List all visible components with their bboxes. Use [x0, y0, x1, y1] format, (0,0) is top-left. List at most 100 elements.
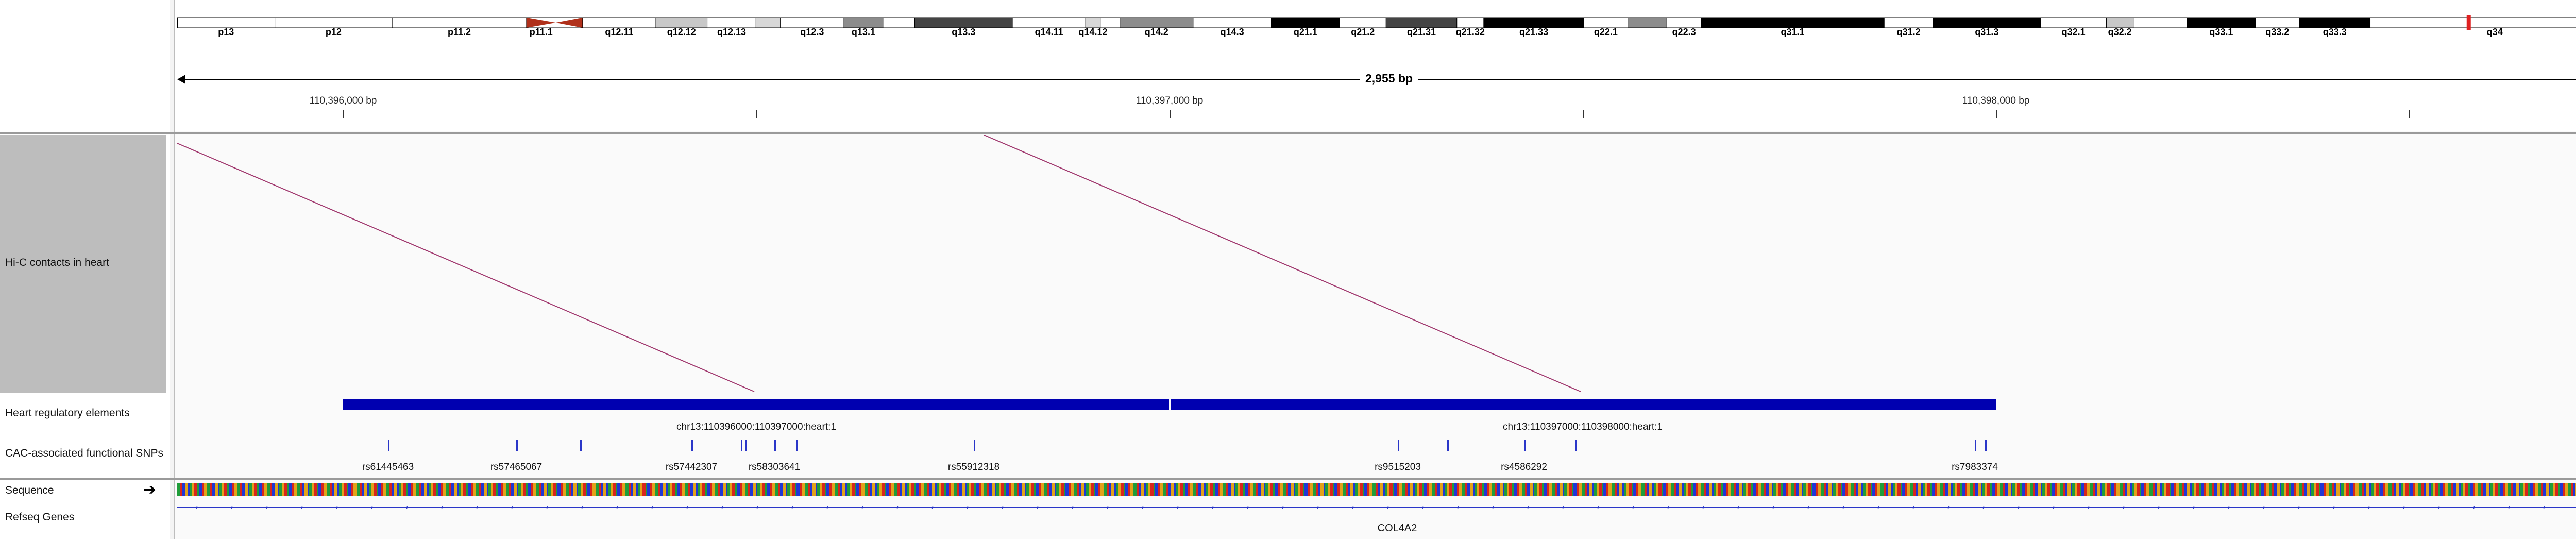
ideogram-band-p11.1[interactable]: [526, 18, 556, 28]
chevron-right-icon: ›: [1317, 502, 1319, 511]
ideogram-band-q12.11[interactable]: [582, 17, 656, 28]
chevron-right-icon: ›: [1457, 502, 1460, 511]
ideogram-band-q14.11[interactable]: [1012, 17, 1086, 28]
chevron-right-icon: ›: [2123, 502, 2125, 511]
chevron-right-icon: ›: [896, 502, 899, 511]
chevron-right-icon: ›: [1002, 502, 1004, 511]
ideogram-band-q31.1[interactable]: [1701, 17, 1885, 28]
current-region-marker[interactable]: [2466, 15, 2471, 30]
ideogram-band-q14.13[interactable]: [1100, 17, 1121, 28]
ideogram-band-q31.3[interactable]: [1933, 17, 2041, 28]
snp-marker[interactable]: [745, 440, 747, 451]
ideogram-band-q14.3[interactable]: [1193, 17, 1272, 28]
ideogram-band-q12.12[interactable]: [655, 17, 708, 28]
ideogram-band-label: q32.2: [2108, 27, 2132, 37]
ruler-label-2: 110,397,000 bp: [1136, 95, 1204, 106]
ideogram-band-q22.3[interactable]: [1666, 17, 1702, 28]
snp-marker[interactable]: [741, 440, 742, 451]
ideogram-band-q13.2[interactable]: [883, 17, 915, 28]
snp-marker[interactable]: [691, 440, 693, 451]
ideogram-band-q32.1[interactable]: [2040, 17, 2107, 28]
ideogram-band-q21.31[interactable]: [1385, 17, 1458, 28]
refseq-track-name[interactable]: Refseq Genes: [5, 511, 75, 523]
panel-divider[interactable]: [174, 0, 175, 539]
ideogram-band-q34[interactable]: [2370, 17, 2576, 28]
hic-track-name-highlight[interactable]: [0, 135, 166, 393]
snp-marker[interactable]: [774, 440, 776, 451]
ideogram-band-q33.3[interactable]: [2299, 17, 2371, 28]
snp-marker[interactable]: [1975, 440, 1976, 451]
sequence-track-name[interactable]: Sequence: [5, 484, 54, 496]
ideogram-band-p11.2[interactable]: [392, 17, 527, 28]
snp-marker[interactable]: [796, 440, 798, 451]
hic-contacts-track[interactable]: [175, 135, 2576, 393]
ideogram-band-label: q14.12: [1078, 27, 1108, 37]
snp-marker[interactable]: [1447, 440, 1449, 451]
ideogram-band-q12.2[interactable]: [755, 17, 781, 28]
chevron-right-icon: ›: [1842, 502, 1845, 511]
ideogram-band-label: q32.1: [2061, 27, 2086, 37]
ideogram-band-label: q33.1: [2209, 27, 2233, 37]
ideogram-band-q12.3[interactable]: [780, 17, 844, 28]
ideogram-band-q21.1[interactable]: [1271, 17, 1340, 28]
ruler-label-1: 110,396,000 bp: [309, 95, 377, 106]
ideogram-band-q14.2[interactable]: [1120, 17, 1194, 28]
hic-contact-arc[interactable]: [984, 135, 1581, 392]
snp-marker[interactable]: [580, 440, 582, 451]
ideogram-band-label: q22.1: [1594, 27, 1618, 37]
snp-marker[interactable]: [516, 440, 518, 451]
header-divider[interactable]: [0, 132, 2576, 134]
hic-track-name[interactable]: Hi-C contacts in heart: [5, 257, 109, 268]
chevron-right-icon: ›: [1527, 502, 1530, 511]
ideogram-band-q32.2[interactable]: [2106, 17, 2134, 28]
ideogram-band-p12[interactable]: [275, 17, 393, 28]
ideogram-band-q13.3[interactable]: [914, 17, 1013, 28]
chevron-right-icon: ›: [1947, 502, 1950, 511]
ideogram-band-q22.1[interactable]: [1583, 17, 1629, 28]
chevron-right-icon: ›: [2053, 502, 2055, 511]
ideogram-band-label: p11.1: [529, 27, 553, 37]
ideogram-band-q33.1[interactable]: [2187, 17, 2256, 28]
ideogram-band-label: q13.3: [952, 27, 976, 37]
ideogram-band-q12.13[interactable]: [707, 17, 756, 28]
ideogram-band-q14.12[interactable]: [1085, 17, 1101, 28]
ideogram-band-q11[interactable]: [555, 18, 583, 28]
ideogram-band-label: q34: [2486, 27, 2503, 37]
snp-marker[interactable]: [388, 440, 389, 451]
ideogram-band-label: q21.1: [1293, 27, 1317, 37]
chromosome-ideogram[interactable]: [177, 15, 2576, 30]
ideogram-band-q21.33[interactable]: [1483, 17, 1584, 28]
name-panel-gutter: [170, 0, 174, 539]
chevron-right-icon: ›: [2018, 502, 2020, 511]
snp-marker[interactable]: [974, 440, 975, 451]
ideogram-outline: [177, 17, 2576, 28]
ideogram-band-q21.2[interactable]: [1339, 17, 1386, 28]
ideogram-band-q13.1[interactable]: [843, 17, 884, 28]
ideogram-band-q22.2[interactable]: [1628, 17, 1667, 28]
regulatory-element-bar[interactable]: [1171, 399, 1996, 410]
ideogram-band-q31.2[interactable]: [1884, 17, 1934, 28]
right-arrow-icon[interactable]: ➔: [143, 481, 157, 498]
snp-marker[interactable]: [1575, 440, 1577, 451]
snp-marker[interactable]: [1398, 440, 1399, 451]
gene-model-line[interactable]: [177, 507, 2576, 508]
ideogram-band-label: p11.2: [447, 27, 471, 37]
snp-track-name[interactable]: CAC-associated functional SNPs: [5, 447, 163, 459]
snp-marker[interactable]: [1524, 440, 1526, 451]
ruler-tick: [1996, 110, 1997, 118]
ideogram-band-q33.2[interactable]: [2255, 17, 2300, 28]
snp-label: rs57442307: [665, 462, 718, 473]
regulatory-track-name[interactable]: Heart regulatory elements: [5, 407, 130, 419]
ideogram-band-q21.32[interactable]: [1456, 17, 1484, 28]
regulatory-element-label: chr13:110397000:110398000:heart:1: [1503, 422, 1663, 432]
ideogram-band-q32.3[interactable]: [2133, 17, 2188, 28]
ideogram-band-p13[interactable]: [177, 17, 276, 28]
chevron-right-icon: ›: [826, 502, 829, 511]
regulatory-element-bar[interactable]: [343, 399, 1169, 410]
snp-marker[interactable]: [1985, 440, 1987, 451]
ideogram-band-label: q31.3: [1975, 27, 1999, 37]
chevron-right-icon: ›: [2263, 502, 2265, 511]
hic-contact-arc[interactable]: [177, 143, 755, 392]
feature-panel-divider[interactable]: [0, 478, 2576, 480]
sequence-bases[interactable]: [177, 483, 2576, 496]
